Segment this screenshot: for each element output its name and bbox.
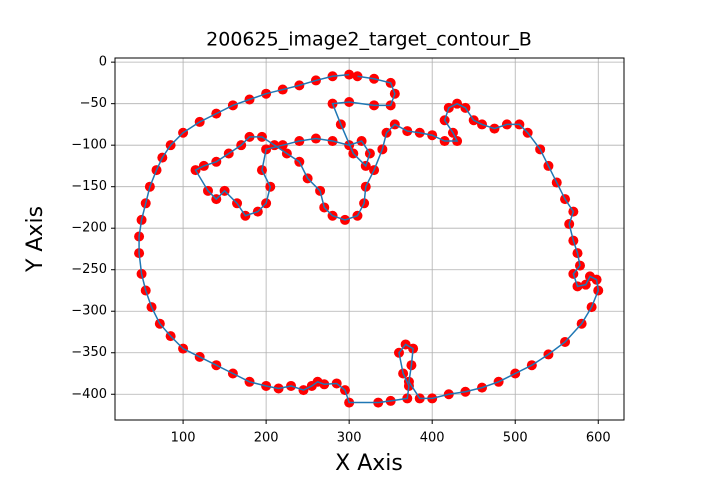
y-tick-label: −150	[71, 179, 107, 194]
x-tick-label: 500	[503, 431, 528, 446]
plot-frame	[114, 57, 625, 421]
chart-title: 200625_image2_target_contour_B	[206, 29, 532, 51]
contour-line	[138, 73, 600, 404]
x-tick-label: 400	[420, 431, 445, 446]
x-tick-label: 100	[171, 431, 196, 446]
y-tick-label: −50	[80, 96, 107, 111]
y-tick-label: 0	[99, 55, 107, 70]
x-tick-label: 300	[337, 431, 362, 446]
point-marker	[352, 71, 363, 82]
y-tick-label: −200	[71, 221, 107, 236]
x-axis-label: X Axis	[335, 451, 403, 476]
y-axis-label: Y Axis	[23, 206, 48, 273]
y-tick-label: −100	[71, 138, 107, 153]
y-tick-label: −250	[71, 262, 107, 277]
y-tick-label: −350	[71, 345, 107, 360]
y-tick-label: −400	[71, 387, 107, 402]
x-tick-label: 600	[586, 431, 611, 446]
y-tick-label: −300	[71, 304, 107, 319]
x-tick-label: 200	[254, 431, 279, 446]
